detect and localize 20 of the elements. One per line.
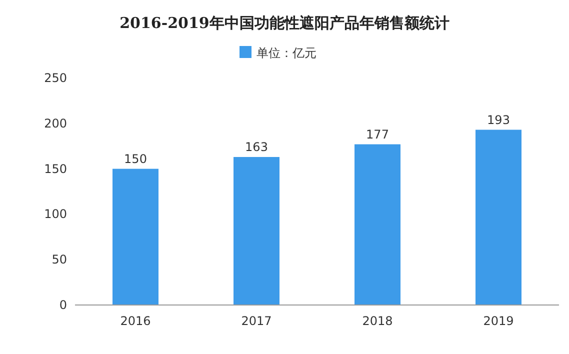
y-tick-label: 200: [44, 116, 67, 130]
x-tick-label: 2019: [483, 314, 514, 328]
y-tick-label: 250: [44, 71, 67, 85]
bar: [234, 156, 280, 305]
data-label: 163: [245, 140, 268, 154]
bar: [112, 168, 158, 305]
y-tick-label: 100: [44, 207, 67, 222]
x-tick-label: 2017: [241, 314, 272, 328]
legend-label: 单位：亿元: [256, 46, 316, 60]
bar: [476, 130, 522, 305]
x-tick-label: 2018: [362, 314, 393, 328]
y-tick-label: 0: [59, 298, 67, 312]
y-tick-label: 50: [52, 252, 67, 267]
x-tick-label: 2016: [120, 314, 151, 328]
data-label: 150: [124, 152, 147, 166]
data-label: 177: [366, 127, 389, 142]
chart-title: 2016-2019年中国功能性遮阳产品年销售额统计: [120, 14, 450, 32]
bar: [354, 144, 400, 305]
data-label: 193: [487, 112, 510, 127]
y-tick-label: 150: [44, 162, 67, 176]
